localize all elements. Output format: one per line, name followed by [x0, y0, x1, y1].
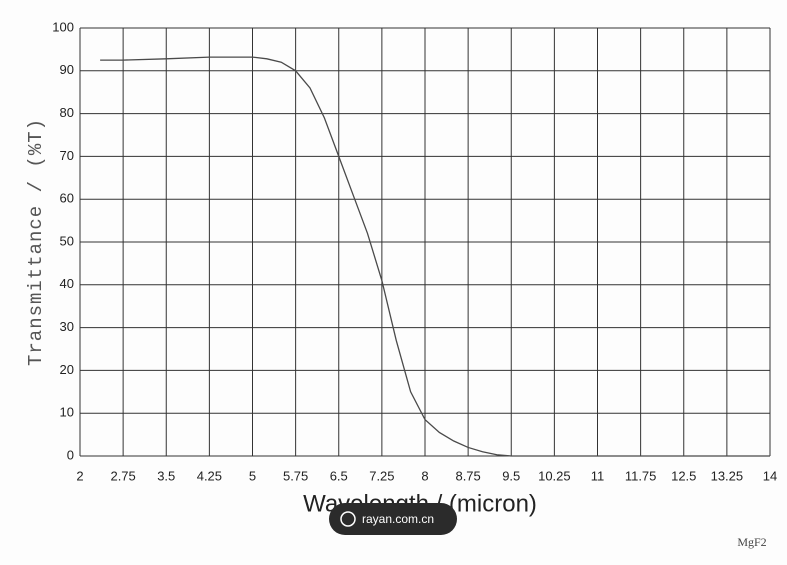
y-tick-label: 40 — [60, 276, 74, 291]
x-tick-label: 5 — [249, 468, 256, 483]
watermark-badge — [329, 503, 457, 535]
y-tick-label: 80 — [60, 105, 74, 120]
x-tick-label: 7.25 — [369, 468, 394, 483]
y-tick-label: 70 — [60, 148, 74, 163]
y-tick-label: 30 — [60, 319, 74, 334]
x-tick-label: 2.75 — [110, 468, 135, 483]
y-tick-label: 100 — [52, 19, 74, 34]
x-tick-label: 5.75 — [283, 468, 308, 483]
x-tick-label: 9.5 — [502, 468, 520, 483]
x-tick-label: 8 — [421, 468, 428, 483]
x-tick-label: 4.25 — [197, 468, 222, 483]
x-tick-label: 2 — [76, 468, 83, 483]
y-tick-label: 0 — [67, 447, 74, 462]
y-tick-label: 90 — [60, 62, 74, 77]
x-tick-label: 6.5 — [330, 468, 348, 483]
x-tick-label: 14 — [763, 468, 777, 483]
watermark: rayan.com.cn — [362, 512, 434, 526]
annotation: MgF2 — [737, 535, 766, 549]
y-tick-label: 10 — [60, 405, 74, 420]
x-tick-label: 3.5 — [157, 468, 175, 483]
globe-icon — [340, 511, 356, 527]
x-tick-label: 13.25 — [711, 468, 744, 483]
x-tick-label: 8.75 — [455, 468, 480, 483]
y-tick-label: 50 — [60, 233, 74, 248]
y-tick-label: 60 — [60, 191, 74, 206]
x-tick-label: 11.75 — [625, 468, 657, 483]
y-tick-label: 20 — [60, 362, 74, 377]
x-tick-label: 11 — [591, 468, 605, 483]
y-axis-title: Transmittance / (%T) — [25, 118, 47, 366]
x-tick-label: 10.25 — [538, 468, 571, 483]
x-tick-label: 12.5 — [671, 468, 696, 483]
data-line — [100, 56, 770, 457]
